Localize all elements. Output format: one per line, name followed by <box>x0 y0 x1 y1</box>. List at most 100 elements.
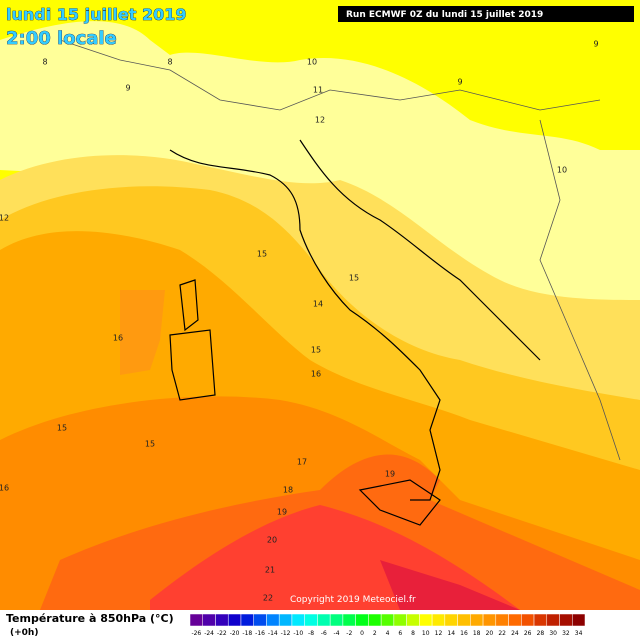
scale-label: 14 <box>447 630 455 637</box>
scale-cell <box>215 613 229 627</box>
scale-cell <box>189 613 203 627</box>
scale-cell <box>329 613 344 627</box>
scale-label: 28 <box>537 630 545 637</box>
scale-label: 24 <box>511 630 519 637</box>
contour-label: 9 <box>593 40 598 49</box>
contour-label: 15 <box>57 424 67 433</box>
scale-label: 8 <box>411 630 415 637</box>
contour-label: 15 <box>145 440 155 449</box>
scale-cell <box>508 613 522 627</box>
scale-label: -6 <box>321 630 327 637</box>
date-title: lundi 15 juillet 2019 <box>6 5 187 24</box>
scale-label: 10 <box>422 630 430 637</box>
scale-label: -10 <box>293 630 303 637</box>
contour-label: 10 <box>557 166 567 175</box>
scale-cell <box>495 613 509 627</box>
contour-label: 15 <box>257 250 267 259</box>
scale-label: -8 <box>308 630 314 637</box>
scale-cell <box>227 613 242 627</box>
contour-label: 17 <box>297 458 307 467</box>
scale-cell <box>291 613 305 627</box>
scale-label: 32 <box>562 630 570 637</box>
scale-cell <box>444 613 458 627</box>
scale-cell <box>419 613 433 627</box>
contour-label: 16 <box>113 334 123 343</box>
contour-label: 18 <box>283 486 293 495</box>
scale-cell <box>533 613 548 627</box>
contour-label: 22 <box>263 594 273 603</box>
scale-cell <box>393 613 407 627</box>
scale-cell <box>253 613 267 627</box>
scale-label: -24 <box>204 630 214 637</box>
lead-time: (+0h) <box>10 628 38 638</box>
scale-label: -12 <box>281 630 291 637</box>
legend-title: Température à 850hPa (°C) <box>6 612 174 625</box>
contour-label: 8 <box>42 58 47 67</box>
scale-cell <box>406 613 420 627</box>
scale-cell <box>266 613 280 627</box>
contour-label: 16 <box>0 484 9 493</box>
scale-cell <box>431 613 446 627</box>
scale-label: -4 <box>334 630 340 637</box>
contour-label: 19 <box>277 508 287 517</box>
scale-cell <box>572 613 586 627</box>
scale-cell <box>457 613 471 627</box>
scale-cell <box>482 613 497 627</box>
contour-label: 12 <box>0 214 9 223</box>
scale-cell <box>202 613 216 627</box>
contour-label: 14 <box>313 300 323 309</box>
scale-cell <box>546 613 560 627</box>
scale-label: 16 <box>460 630 468 637</box>
scale-cell <box>521 613 535 627</box>
scale-label: -14 <box>268 630 278 637</box>
contour-label: 15 <box>311 346 321 355</box>
color-scale: -26 -24 -22 -20 -18 -16 -14 -12 -10 -8 -6 -4 -2 0 2 4 6 8… <box>189 613 586 637</box>
scale-label: 0 <box>360 630 364 637</box>
scale-label: -22 <box>217 630 227 637</box>
band-orange-patch <box>120 290 165 375</box>
scale-label: 30 <box>549 630 557 637</box>
scale-label: 34 <box>575 630 583 637</box>
contour-label: 21 <box>265 566 275 575</box>
scale-cell <box>304 613 318 627</box>
scale-label: 2 <box>373 630 377 637</box>
contour-labels: 8 8 9 9 9 10 11 12 10 12 15 15 14 16 15 16 15 15 17 19 18 19 2… <box>0 40 599 603</box>
contour-label: 9 <box>125 84 130 93</box>
scale-label: -18 <box>242 630 252 637</box>
scale-label: -26 <box>191 630 201 637</box>
coastlines <box>169 139 541 526</box>
scale-cell <box>380 613 395 627</box>
scale-cell <box>559 613 573 627</box>
copyright: Copyright 2019 Meteociel.fr <box>290 595 416 605</box>
scale-label: 4 <box>386 630 390 637</box>
contour-label: 11 <box>313 86 323 95</box>
scale-label: 18 <box>473 630 481 637</box>
scale-label: 20 <box>486 630 494 637</box>
contour-label: 8 <box>167 58 172 67</box>
run-text: Run ECMWF 0Z du lundi 15 juillet 2019 <box>346 10 543 20</box>
time-title: 2:00 locale <box>6 28 117 49</box>
scale-label: 6 <box>398 630 402 637</box>
scale-cell <box>317 613 331 627</box>
scale-label: -2 <box>346 630 352 637</box>
contour-label: 16 <box>311 370 321 379</box>
scale-label: 22 <box>498 630 506 637</box>
scale-cell <box>355 613 369 627</box>
scale-cell <box>342 613 356 627</box>
scale-label: 26 <box>524 630 532 637</box>
contour-label: 15 <box>349 274 359 283</box>
scale-cell <box>278 613 293 627</box>
contour-label: 12 <box>315 116 325 125</box>
band-dark-red <box>380 560 520 610</box>
scale-cell <box>240 613 254 627</box>
run-box <box>338 6 634 22</box>
scale-cell <box>470 613 484 627</box>
contour-label: 10 <box>307 58 317 67</box>
scale-cell <box>368 613 382 627</box>
contour-label: 19 <box>385 470 395 479</box>
contour-label: 20 <box>267 536 277 545</box>
borders <box>59 39 621 461</box>
contour-label: 9 <box>457 78 462 87</box>
scale-label: -16 <box>255 630 265 637</box>
